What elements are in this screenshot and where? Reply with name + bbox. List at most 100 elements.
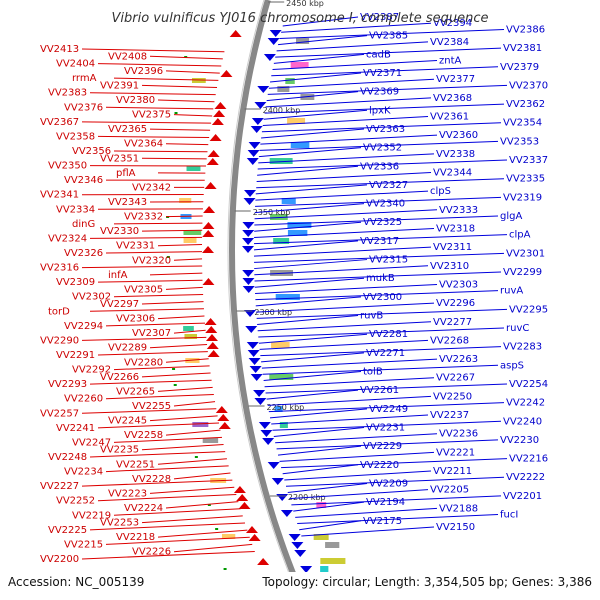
forward-feature <box>204 318 217 325</box>
green-tick <box>207 504 211 506</box>
gene-label: VV2302 <box>72 292 111 303</box>
forward-feature <box>214 102 227 109</box>
forward-feature <box>220 70 233 77</box>
leader-line <box>266 389 359 400</box>
gc-block <box>277 86 290 92</box>
gc-block <box>325 542 340 548</box>
gc-block <box>316 502 327 508</box>
leader-line <box>89 379 212 385</box>
leader-line <box>256 302 435 313</box>
reverse-feature <box>248 358 261 365</box>
gene-label: VV2371 <box>363 68 402 79</box>
leader-line <box>263 371 362 382</box>
gene-label: VV2376 <box>64 102 103 113</box>
leader-line <box>81 336 207 341</box>
gc-block <box>281 198 296 204</box>
leader-line <box>89 522 246 531</box>
reverse-feature <box>242 286 255 293</box>
gene-label: VV2386 <box>506 24 545 35</box>
forward-feature <box>245 526 258 533</box>
forward-feature <box>205 326 218 333</box>
reverse-feature <box>243 198 256 205</box>
leader-line <box>254 209 438 220</box>
forward-feature <box>217 414 230 421</box>
gene-label: VV2338 <box>436 149 475 160</box>
leader-line <box>113 365 210 371</box>
reverse-feature <box>242 278 255 285</box>
gene-label: VV2337 <box>509 155 548 166</box>
gene-label: VV2364 <box>124 139 163 150</box>
gene-label: VV2334 <box>56 204 95 215</box>
gene-label: VV2281 <box>369 329 408 340</box>
reverse-feature <box>242 238 255 245</box>
gene-label: VV2209 <box>369 478 408 489</box>
gc-block <box>202 438 219 443</box>
leader-line <box>254 259 368 270</box>
leader-line <box>276 439 499 450</box>
gc-block <box>192 422 209 427</box>
leader-line <box>282 464 359 475</box>
gene-label: VV2225 <box>48 525 87 536</box>
leader-line <box>265 383 508 394</box>
leader-line <box>254 265 429 276</box>
gene-label: VV2333 <box>439 205 478 216</box>
forward-feature <box>238 502 251 509</box>
reverse-feature <box>258 422 271 429</box>
leader-line <box>105 106 214 110</box>
gene-label: VV2248 <box>48 452 87 463</box>
leader-line <box>272 420 502 431</box>
leader-line <box>271 66 499 77</box>
gene-label: VV2336 <box>360 161 399 172</box>
gene-label: VV2354 <box>503 118 542 129</box>
gene-label: VV2363 <box>366 124 405 135</box>
leader-line <box>258 153 435 164</box>
leader-line <box>89 308 204 312</box>
gene-label: VV2300 <box>363 292 402 303</box>
gene-label: clpS <box>430 186 451 197</box>
gene-label: VV2253 <box>100 518 139 529</box>
gene-label: VV2319 <box>503 192 542 203</box>
gene-label: VV2250 <box>433 391 472 402</box>
leader-line <box>113 508 241 516</box>
gc-block <box>290 142 310 148</box>
gene-label: VV2293 <box>48 379 87 390</box>
backbone-arc <box>228 0 307 600</box>
gc-block <box>183 326 194 331</box>
forward-feature <box>248 534 261 541</box>
leader-line <box>149 344 208 349</box>
reverse-feature <box>247 150 260 157</box>
reverse-feature <box>262 438 275 445</box>
gene-label: VV2188 <box>439 503 478 514</box>
reverse-feature <box>300 566 313 573</box>
leader-line <box>258 333 368 344</box>
gene-label: VV2216 <box>509 454 548 465</box>
leader-line <box>141 515 243 524</box>
leader-line <box>254 234 508 245</box>
gene-label: VV2247 <box>72 437 111 448</box>
gene-label: aspS <box>500 360 524 371</box>
gene-label: VV2367 <box>40 117 79 128</box>
gc-block <box>313 534 329 540</box>
green-tick <box>194 456 198 458</box>
leader-line <box>141 229 203 232</box>
green-tick <box>184 56 188 58</box>
gene-label: VV2385 <box>369 31 408 42</box>
leader-line <box>157 386 213 392</box>
leader-line <box>255 184 368 195</box>
leader-line <box>105 322 206 327</box>
leader-line <box>97 493 237 502</box>
leader-line <box>297 514 499 525</box>
leader-line <box>255 283 438 294</box>
leader-line <box>157 315 205 320</box>
leader-line <box>277 445 362 456</box>
gene-label: VV2306 <box>116 314 155 325</box>
gene-label: VV2254 <box>509 379 548 390</box>
gene-label: VV2280 <box>124 357 163 368</box>
leader-line <box>254 277 365 288</box>
leader-line <box>165 429 221 436</box>
scale-mark-label: 2350 kbp <box>253 208 291 217</box>
leader-line <box>265 97 432 108</box>
gc-block <box>287 222 312 228</box>
gene-label: VV2413 <box>40 44 79 55</box>
